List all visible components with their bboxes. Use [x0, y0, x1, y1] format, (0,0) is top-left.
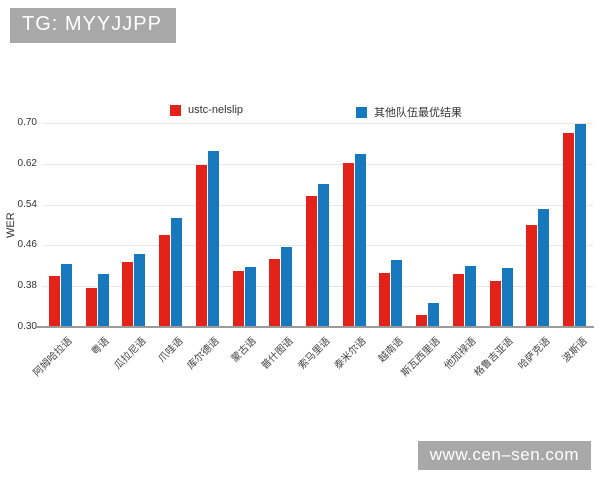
y-axis-title: WER [5, 212, 17, 238]
bar-other-teams-best [134, 254, 146, 327]
bar-other-teams-best [575, 123, 587, 327]
bar-ustc-nelslip [85, 287, 97, 327]
bar-other-teams-best [538, 208, 550, 327]
y-tick-label: 0.38 [17, 280, 37, 292]
bar-ustc-nelslip [159, 234, 171, 327]
gridline [42, 286, 593, 288]
bar-other-teams-best [281, 247, 293, 327]
bar-other-teams-best [428, 303, 440, 327]
x-tick-label: 索马里语 [296, 335, 333, 372]
y-tick-label: 0.54 [17, 198, 37, 210]
x-tick-label: 粤语 [89, 335, 112, 358]
x-tick-label: 哈萨克语 [516, 335, 553, 372]
bar-ustc-nelslip [195, 165, 207, 327]
bar-ustc-nelslip [452, 273, 464, 327]
bar-other-teams-best [244, 266, 256, 327]
legend-item-other-teams-best: 其他队伍最优结果 [356, 104, 462, 120]
gridline [42, 245, 593, 247]
gridline [42, 163, 593, 165]
bar-ustc-nelslip [342, 162, 354, 327]
bar-other-teams-best [171, 218, 183, 327]
y-tick-label: 0.46 [17, 239, 37, 251]
x-tick-label: 爪哇语 [156, 335, 186, 365]
x-tick-label: 库尔德语 [185, 335, 222, 372]
bar-ustc-nelslip [416, 314, 428, 327]
x-tick-label: 阿姆哈拉语 [31, 335, 75, 379]
y-tick-label: 0.30 [17, 321, 37, 332]
bar-other-teams-best [354, 153, 366, 327]
bar-ustc-nelslip [232, 270, 244, 327]
x-tick-label: 格鲁吉亚语 [472, 335, 516, 379]
y-tick-label: 0.62 [17, 157, 37, 169]
x-tick-label: 普什图语 [259, 335, 296, 372]
bar-ustc-nelslip [526, 225, 538, 327]
bar-other-teams-best [318, 183, 329, 327]
bar-ustc-nelslip [379, 273, 391, 327]
bar-ustc-nelslip [489, 280, 501, 327]
gridline [42, 123, 593, 124]
bar-other-teams-best [207, 151, 219, 327]
legend-label: 其他队伍最优结果 [374, 107, 462, 119]
y-tick-label: 0.70 [17, 117, 37, 128]
bar-ustc-nelslip [306, 196, 317, 327]
gridline [42, 204, 593, 206]
bar-other-teams-best [97, 274, 109, 327]
bar-ustc-nelslip [48, 276, 60, 327]
bar-ustc-nelslip [122, 261, 134, 327]
website-watermark: www.cen–sen.com [417, 441, 591, 470]
legend-red-swatch-icon [170, 104, 181, 116]
x-tick-label: 泰米尔语 [332, 335, 369, 372]
bar-ustc-nelslip [563, 132, 575, 327]
x-tick-label: 蒙古语 [229, 335, 259, 365]
bar-ustc-nelslip [269, 259, 281, 327]
bar-other-teams-best [464, 266, 476, 327]
tg-watermark-badge: TG: MYYJJPP [10, 8, 176, 43]
x-tick-label: 瓜拉尼语 [112, 335, 149, 372]
legend-item-ustc-nelslip: ustc-nelslip [170, 104, 243, 116]
legend-label: ustc-nelslip [188, 104, 244, 116]
x-tick-label: 越南语 [376, 335, 406, 365]
bar-other-teams-best [391, 260, 403, 327]
x-tick-label: 斯瓦西里语 [399, 335, 443, 379]
x-tick-label: 波斯语 [560, 335, 590, 365]
bar-other-teams-best [60, 264, 72, 327]
bar-other-teams-best [501, 267, 513, 327]
x-axis-line [36, 326, 594, 328]
legend-blue-swatch-icon [356, 106, 367, 118]
